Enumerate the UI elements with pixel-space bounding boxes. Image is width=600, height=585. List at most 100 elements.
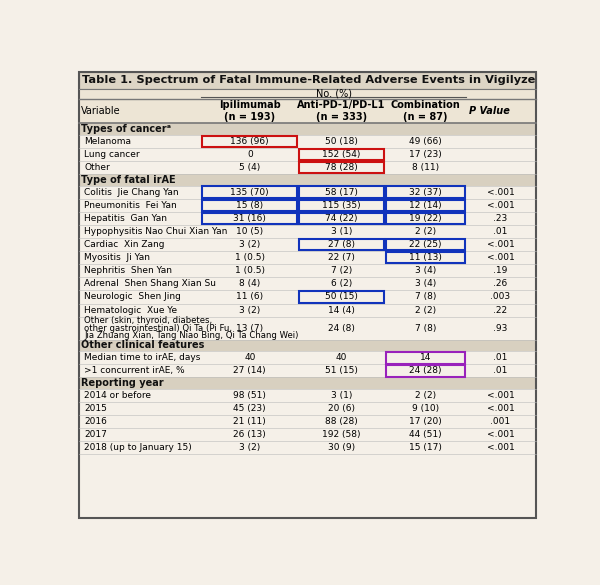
- Text: Neurologic  Shen Jing: Neurologic Shen Jing: [84, 292, 181, 301]
- Text: Nephritis  Shen Yan: Nephritis Shen Yan: [84, 266, 172, 276]
- Text: <.001: <.001: [487, 443, 514, 452]
- Bar: [79, 415, 536, 428]
- Text: .23: .23: [493, 214, 508, 223]
- Text: Variable: Variable: [81, 106, 121, 116]
- Text: 2 (2): 2 (2): [415, 227, 436, 236]
- Text: 58 (17): 58 (17): [325, 188, 358, 197]
- Bar: [299, 199, 384, 211]
- Text: 17 (20): 17 (20): [409, 417, 442, 426]
- Text: 74 (22): 74 (22): [325, 214, 358, 223]
- Text: 7 (2): 7 (2): [331, 266, 352, 276]
- Bar: [79, 364, 536, 377]
- Text: 27 (8): 27 (8): [328, 240, 355, 249]
- Text: 192 (58): 192 (58): [322, 431, 361, 439]
- Text: 19 (22): 19 (22): [409, 214, 442, 223]
- Bar: [79, 402, 536, 415]
- Bar: [79, 251, 536, 264]
- Bar: [79, 441, 536, 455]
- Text: Myositis  Ji Yan: Myositis Ji Yan: [84, 253, 151, 262]
- Text: Jia Zhuang Xian, Tang Niao Bing, Qi Ta Chang Wei): Jia Zhuang Xian, Tang Niao Bing, Qi Ta C…: [84, 331, 299, 340]
- Text: 17 (23): 17 (23): [409, 150, 442, 159]
- Text: 45 (23): 45 (23): [233, 404, 266, 413]
- Text: .003: .003: [490, 292, 511, 301]
- Text: Hepatitis  Gan Yan: Hepatitis Gan Yan: [84, 214, 167, 223]
- Text: <.001: <.001: [487, 404, 514, 413]
- Text: 49 (66): 49 (66): [409, 137, 442, 146]
- Bar: [79, 316, 536, 340]
- Text: 10 (5): 10 (5): [236, 227, 263, 236]
- Bar: [299, 187, 384, 198]
- Text: Lung cancer: Lung cancer: [84, 150, 140, 159]
- Text: .19: .19: [493, 266, 508, 276]
- Bar: [79, 148, 536, 161]
- Text: Hypophysitis Nao Chui Xian Yan: Hypophysitis Nao Chui Xian Yan: [84, 227, 227, 236]
- Text: 3 (1): 3 (1): [331, 227, 352, 236]
- Bar: [79, 377, 536, 389]
- Text: 3 (2): 3 (2): [239, 240, 260, 249]
- Bar: [79, 174, 536, 185]
- Bar: [79, 428, 536, 441]
- Text: Table 1. Spectrum of Fatal Immune-Related Adverse Events in Vigilyze: Table 1. Spectrum of Fatal Immune-Relate…: [82, 75, 535, 85]
- Text: .01: .01: [493, 353, 508, 362]
- Text: <.001: <.001: [487, 240, 514, 249]
- Text: P Value: P Value: [469, 106, 509, 116]
- Text: .01: .01: [493, 366, 508, 376]
- Text: 7 (8): 7 (8): [415, 324, 436, 333]
- Text: <.001: <.001: [487, 188, 514, 197]
- Text: 3 (2): 3 (2): [239, 443, 260, 452]
- Text: 8 (4): 8 (4): [239, 280, 260, 288]
- Text: 27 (14): 27 (14): [233, 366, 266, 376]
- Text: <.001: <.001: [487, 253, 514, 262]
- Text: 44 (51): 44 (51): [409, 431, 442, 439]
- Text: No. (%): No. (%): [316, 89, 352, 99]
- Text: <.001: <.001: [487, 201, 514, 210]
- Text: 26 (13): 26 (13): [233, 431, 266, 439]
- Text: 30 (9): 30 (9): [328, 443, 355, 452]
- Text: 21 (11): 21 (11): [233, 417, 266, 426]
- Bar: [202, 187, 297, 198]
- Text: Type of fatal irAE: Type of fatal irAE: [81, 175, 176, 185]
- Bar: [79, 123, 536, 135]
- Text: 2018 (up to January 15): 2018 (up to January 15): [84, 443, 192, 452]
- Bar: [386, 213, 465, 224]
- Bar: [79, 351, 536, 364]
- Bar: [299, 239, 384, 250]
- Bar: [79, 135, 536, 148]
- Text: Other clinical features: Other clinical features: [81, 340, 205, 350]
- Text: Other: Other: [84, 163, 110, 172]
- Text: 14: 14: [420, 353, 431, 362]
- Bar: [386, 239, 465, 250]
- Text: <.001: <.001: [487, 391, 514, 400]
- Bar: [79, 340, 536, 351]
- Text: other gastrointestinal) Qi Ta (Pi Fu,: other gastrointestinal) Qi Ta (Pi Fu,: [84, 324, 232, 333]
- Text: 24 (28): 24 (28): [409, 366, 442, 376]
- Text: 6 (2): 6 (2): [331, 280, 352, 288]
- Bar: [202, 199, 297, 211]
- Text: 13 (7): 13 (7): [236, 324, 263, 333]
- Text: >1 concurrent irAE, %: >1 concurrent irAE, %: [84, 366, 185, 376]
- Text: <.001: <.001: [487, 431, 514, 439]
- Text: 12 (14): 12 (14): [409, 201, 442, 210]
- Text: 136 (96): 136 (96): [230, 137, 269, 146]
- Text: 22 (25): 22 (25): [409, 240, 442, 249]
- Text: Ipilimumab
(n = 193): Ipilimumab (n = 193): [219, 100, 281, 122]
- Text: 2017: 2017: [84, 431, 107, 439]
- Text: Adrenal  Shen Shang Xian Su: Adrenal Shen Shang Xian Su: [84, 280, 217, 288]
- Text: 15 (8): 15 (8): [236, 201, 263, 210]
- Text: 8 (11): 8 (11): [412, 163, 439, 172]
- Bar: [299, 149, 384, 160]
- Text: 9 (10): 9 (10): [412, 404, 439, 413]
- Text: .26: .26: [493, 280, 508, 288]
- Text: 2016: 2016: [84, 417, 107, 426]
- Bar: [79, 225, 536, 238]
- Bar: [79, 238, 536, 251]
- Bar: [79, 389, 536, 402]
- Text: 7 (8): 7 (8): [415, 292, 436, 301]
- Text: Melanoma: Melanoma: [84, 137, 131, 146]
- Text: 3 (1): 3 (1): [331, 391, 352, 400]
- Bar: [386, 352, 465, 363]
- Text: 3 (4): 3 (4): [415, 266, 436, 276]
- Text: 0: 0: [247, 150, 253, 159]
- Text: 88 (28): 88 (28): [325, 417, 358, 426]
- Bar: [386, 199, 465, 211]
